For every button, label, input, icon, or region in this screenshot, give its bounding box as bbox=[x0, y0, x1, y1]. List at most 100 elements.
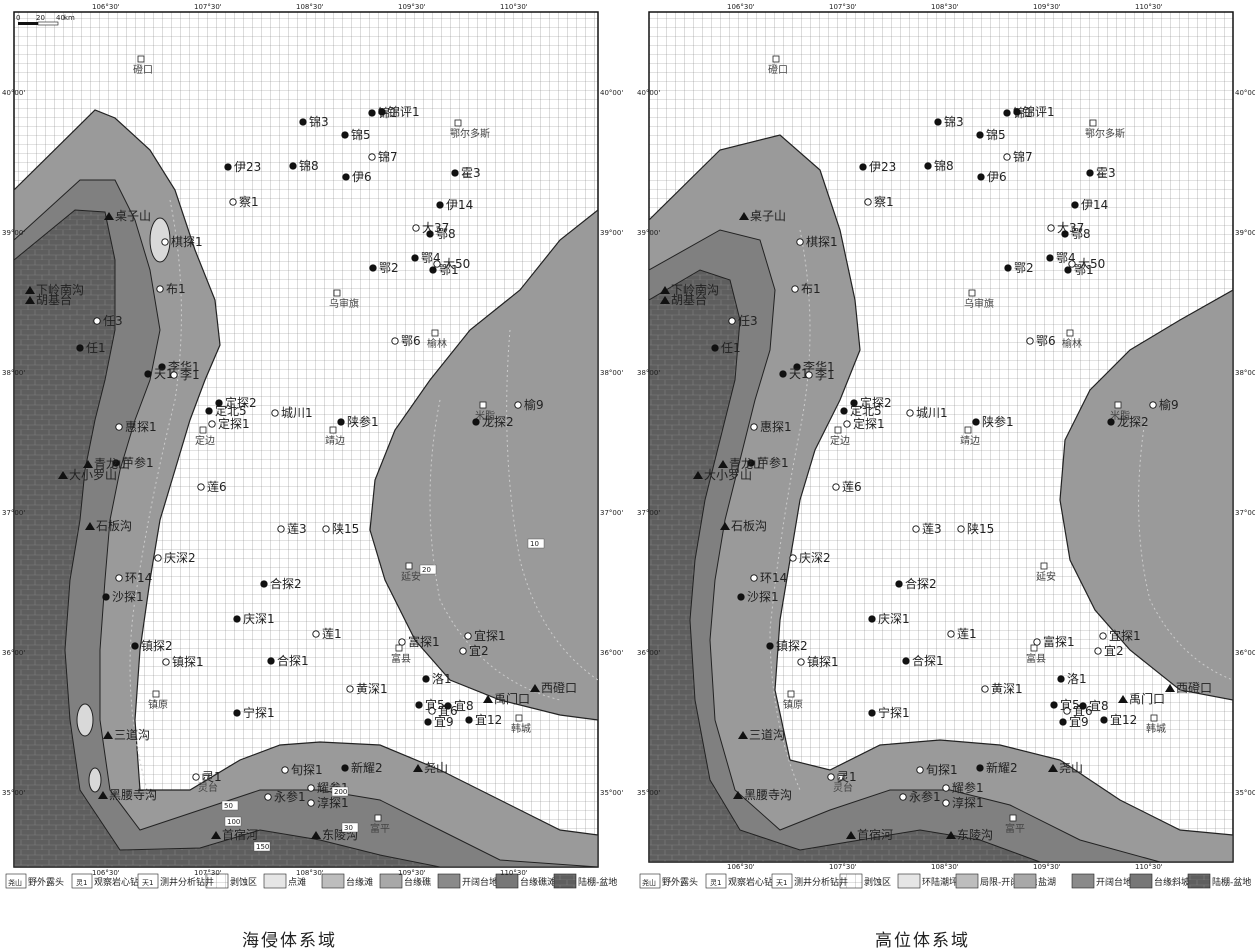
well-label: 灵1 bbox=[202, 770, 222, 784]
well-label: 布1 bbox=[166, 282, 186, 296]
city-marker bbox=[431, 329, 439, 337]
well-label: 黄深1 bbox=[356, 682, 388, 696]
legend-swatch bbox=[1129, 873, 1153, 889]
legend-label: 开阔台地 bbox=[462, 876, 498, 888]
contour-label: 10 bbox=[530, 540, 539, 548]
lat-tick-left: 39°00' bbox=[637, 229, 660, 237]
city-marker bbox=[772, 55, 780, 63]
city-label: 乌审旗 bbox=[329, 297, 359, 310]
log-well-marker bbox=[378, 108, 386, 116]
contour-label: 50 bbox=[224, 802, 233, 810]
well-label: 定探2 bbox=[225, 395, 257, 410]
city-marker bbox=[333, 289, 341, 297]
well-label: 布1 bbox=[801, 282, 821, 296]
core-well-marker bbox=[398, 638, 406, 646]
outcrop-marker bbox=[846, 831, 856, 839]
legend-label: 测井分析钻井 bbox=[160, 876, 214, 888]
well-label: 棋探1 bbox=[806, 235, 838, 249]
legend-label: 环陆潮坪 bbox=[922, 876, 958, 888]
core-well-marker bbox=[307, 784, 315, 792]
scale-unit: km bbox=[64, 14, 75, 22]
city-marker bbox=[1030, 644, 1038, 652]
log-well-marker bbox=[411, 254, 419, 262]
city-label: 延安 bbox=[401, 570, 421, 583]
lon-tick-bottom: 110°30' bbox=[500, 869, 528, 877]
core-well-marker bbox=[156, 285, 164, 293]
core-well-marker bbox=[514, 401, 522, 409]
well-label: 棋探1 bbox=[171, 235, 203, 249]
core-well-marker bbox=[459, 647, 467, 655]
log-well-marker bbox=[233, 615, 241, 623]
log-well-marker bbox=[76, 344, 84, 352]
city-marker bbox=[787, 690, 795, 698]
outcrop-marker bbox=[738, 731, 748, 739]
well-label: 城川1 bbox=[281, 406, 313, 420]
log-well-marker bbox=[424, 718, 432, 726]
lat-tick-right: 38°00' bbox=[1235, 369, 1255, 377]
well-label: 陕参1 bbox=[982, 414, 1014, 429]
well-label: 鄂6 bbox=[1036, 334, 1056, 348]
city-marker bbox=[515, 714, 523, 722]
outcrop-label: 青龙山 bbox=[729, 457, 765, 471]
well-label: 陕参1 bbox=[347, 414, 379, 429]
core-well-marker bbox=[981, 685, 989, 693]
legend-swatch bbox=[553, 873, 577, 889]
outcrop-marker bbox=[718, 460, 728, 468]
outcrop-label: 禹门口 bbox=[494, 691, 530, 706]
core-well-marker bbox=[899, 793, 907, 801]
log-well-marker bbox=[1100, 716, 1108, 724]
lat-tick-left: 40°00' bbox=[637, 89, 660, 97]
well-label: 惠探1 bbox=[760, 420, 792, 434]
lat-tick-left: 39°00' bbox=[2, 229, 25, 237]
left-east-platform bbox=[369, 209, 598, 721]
well-label: 天1 bbox=[154, 367, 174, 381]
well-label: 李1 bbox=[180, 367, 200, 382]
lon-tick-bottom: 106°30' bbox=[727, 863, 755, 871]
log-well-marker bbox=[766, 642, 774, 650]
contour-label-box bbox=[331, 786, 349, 797]
core-well-marker bbox=[916, 766, 924, 774]
contour-label: 30 bbox=[344, 824, 353, 832]
city-label: 镇原 bbox=[148, 698, 168, 711]
log-well-marker bbox=[224, 163, 232, 171]
core-well-marker bbox=[161, 238, 169, 246]
well-label: 锦3 bbox=[944, 115, 964, 129]
legend-swatch bbox=[839, 873, 863, 889]
well-label: 霍3 bbox=[461, 166, 481, 180]
city-marker bbox=[1066, 329, 1074, 337]
outcrop-marker bbox=[720, 522, 730, 530]
lon-tick-top: 106°30' bbox=[727, 3, 755, 11]
well-label: 宜9 bbox=[434, 714, 454, 729]
well-label: 任1 bbox=[721, 341, 741, 355]
log-well-marker bbox=[158, 363, 166, 371]
legend-label: 剥蚀区 bbox=[864, 876, 891, 888]
log-well-marker bbox=[342, 173, 350, 181]
legend-label: 台缘斜坡 bbox=[1154, 876, 1190, 888]
city-marker bbox=[1150, 714, 1158, 722]
city-label: 榆林 bbox=[427, 337, 447, 350]
city-label: 靖边 bbox=[960, 434, 980, 447]
lat-tick-right: 39°00' bbox=[1235, 229, 1255, 237]
contour-label: 200 bbox=[334, 788, 347, 796]
outcrop-marker bbox=[530, 684, 540, 692]
well-label: 李1 bbox=[815, 367, 835, 382]
log-well-marker bbox=[205, 407, 213, 415]
left-basin-area bbox=[14, 209, 441, 867]
well-label: 庆深1 bbox=[878, 612, 910, 626]
well-label: 定探1 bbox=[218, 416, 250, 431]
legend-label: 台缘礁 bbox=[404, 876, 431, 888]
city-marker bbox=[395, 644, 403, 652]
city-label: 灵台 bbox=[833, 781, 853, 794]
well-label: 锦7 bbox=[378, 150, 398, 164]
lat-tick-left: 40°00' bbox=[2, 89, 25, 97]
core-well-marker bbox=[947, 630, 955, 638]
log-well-marker bbox=[368, 109, 376, 117]
core-well-marker bbox=[170, 371, 178, 379]
well-label: 锦8 bbox=[934, 159, 954, 173]
log-well-marker bbox=[1050, 701, 1058, 709]
log-well-marker bbox=[215, 399, 223, 407]
legend-swatch bbox=[5, 873, 27, 889]
well-label: 锦评1 bbox=[388, 105, 420, 119]
city-label: 靖边 bbox=[325, 434, 345, 447]
legend-swatch bbox=[205, 873, 229, 889]
